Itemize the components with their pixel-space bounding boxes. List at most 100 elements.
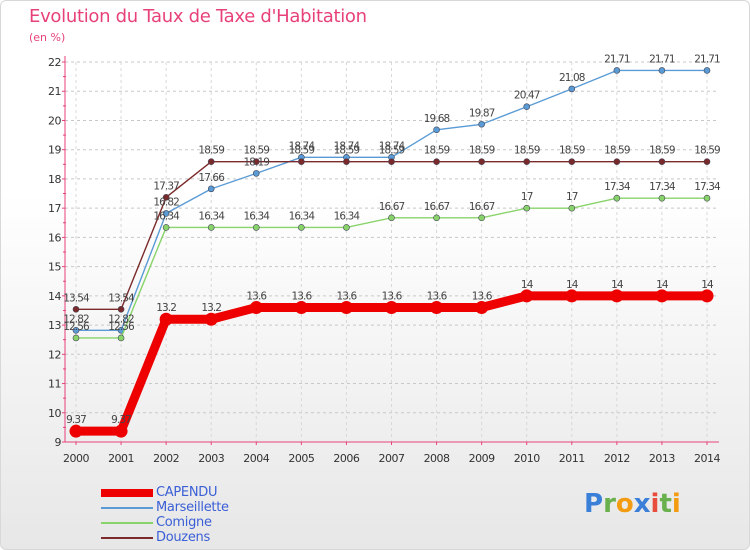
data-label-douzens: 18.59 bbox=[559, 145, 585, 157]
data-point-douzens bbox=[388, 158, 395, 165]
legend-swatch bbox=[101, 489, 153, 497]
data-point-marseillette bbox=[162, 210, 170, 217]
y-tick-label: 22 bbox=[48, 56, 61, 69]
data-point-comigne bbox=[207, 224, 215, 231]
data-point-douzens bbox=[343, 158, 350, 165]
data-label-douzens: 18.59 bbox=[334, 145, 360, 157]
data-label-capendu: 13.6 bbox=[472, 291, 493, 303]
data-label-douzens: 18.59 bbox=[604, 145, 630, 157]
data-label-capendu: 13.6 bbox=[382, 291, 403, 303]
data-point-marseillette bbox=[252, 170, 260, 177]
data-point-douzens bbox=[72, 305, 80, 313]
y-tick-label: 15 bbox=[48, 261, 61, 274]
data-point-comigne bbox=[523, 204, 531, 212]
data-label-douzens: 17.37 bbox=[153, 180, 179, 192]
data-label-douzens: 18.59 bbox=[514, 145, 540, 157]
data-label-marseillette: 18.74 bbox=[334, 140, 361, 152]
data-point-capendu bbox=[385, 301, 398, 315]
data-label-douzens: 18.59 bbox=[379, 145, 405, 157]
legend-swatch bbox=[101, 507, 153, 509]
data-point-comigne bbox=[117, 334, 125, 342]
legend-swatch bbox=[101, 537, 153, 539]
data-point-marseillette bbox=[523, 103, 531, 111]
legend-item-capendu: CAPENDU bbox=[101, 485, 301, 501]
x-tick-label: 2012 bbox=[604, 452, 630, 465]
data-label-douzens: 18.59 bbox=[694, 145, 720, 157]
y-tick-label: 16 bbox=[48, 231, 61, 244]
data-label-capendu: 13.2 bbox=[156, 302, 176, 314]
data-label-marseillette: 16.82 bbox=[153, 196, 179, 208]
y-tick-label: 20 bbox=[48, 114, 61, 127]
x-tick-label: 2008 bbox=[424, 452, 450, 465]
logo-letter: t bbox=[659, 489, 672, 519]
data-label-capendu: 13.6 bbox=[246, 291, 267, 303]
data-point-capendu bbox=[114, 424, 128, 438]
data-label-comigne: 16.67 bbox=[424, 201, 450, 213]
data-point-douzens bbox=[252, 158, 260, 165]
data-point-capendu bbox=[565, 289, 579, 303]
data-point-marseillette bbox=[72, 327, 80, 334]
data-label-marseillette: 17.66 bbox=[198, 172, 225, 184]
x-tick-label: 2004 bbox=[243, 452, 269, 465]
x-tick-label: 2005 bbox=[288, 452, 314, 465]
data-label-capendu: 9.37 bbox=[111, 414, 131, 426]
data-point-capendu bbox=[610, 289, 624, 303]
y-tick-label: 18 bbox=[48, 173, 61, 186]
data-label-comigne: 16.34 bbox=[244, 210, 271, 222]
data-label-marseillette: 20.47 bbox=[514, 90, 540, 102]
data-point-capendu bbox=[294, 301, 308, 315]
data-label-marseillette: 19.68 bbox=[424, 113, 450, 125]
data-label-capendu: 14 bbox=[566, 279, 579, 291]
y-tick-label: 9 bbox=[55, 436, 62, 449]
data-label-marseillette: 18.74 bbox=[289, 140, 316, 152]
data-point-marseillette bbox=[568, 85, 576, 93]
data-point-capendu bbox=[430, 301, 444, 315]
data-point-comigne bbox=[298, 224, 305, 231]
y-tick-label: 10 bbox=[48, 407, 61, 420]
data-label-capendu: 9.37 bbox=[66, 414, 86, 426]
data-point-marseillette bbox=[703, 67, 711, 74]
x-tick-label: 2000 bbox=[63, 452, 89, 465]
data-label-comigne: 12.56 bbox=[108, 321, 135, 333]
logo-letter: i bbox=[671, 489, 681, 519]
legend-label: Marseillette bbox=[156, 500, 229, 515]
data-label-comigne: 16.34 bbox=[198, 210, 225, 222]
x-tick-label: 2013 bbox=[649, 452, 675, 465]
data-label-marseillette: 12.82 bbox=[108, 313, 134, 325]
data-point-douzens bbox=[568, 158, 576, 165]
data-label-capendu: 14 bbox=[656, 279, 669, 291]
data-point-douzens bbox=[523, 158, 531, 165]
data-point-marseillette bbox=[613, 67, 621, 74]
data-point-comigne bbox=[388, 214, 395, 222]
x-tick-label: 2002 bbox=[153, 452, 179, 465]
logo-letter: r bbox=[603, 489, 616, 519]
data-label-comigne: 17 bbox=[521, 191, 533, 203]
logo-letter: o bbox=[615, 489, 634, 519]
legend-item-marseillette: Marseillette bbox=[101, 500, 301, 516]
data-point-marseillette bbox=[433, 126, 440, 134]
data-label-capendu: 13.6 bbox=[291, 291, 312, 303]
data-point-comigne bbox=[658, 194, 666, 202]
data-label-marseillette: 12.82 bbox=[63, 313, 89, 325]
data-label-marseillette: 21.71 bbox=[649, 53, 675, 65]
data-point-douzens bbox=[117, 305, 125, 313]
data-point-douzens bbox=[433, 158, 440, 165]
data-label-douzens: 18.59 bbox=[289, 145, 315, 157]
x-tick-label: 2014 bbox=[694, 452, 720, 465]
data-label-comigne: 16.34 bbox=[289, 210, 316, 222]
y-axis-unit-label: (en %) bbox=[29, 31, 66, 44]
data-point-douzens bbox=[298, 158, 305, 165]
logo-letter: P bbox=[584, 489, 604, 519]
data-label-marseillette: 19.87 bbox=[469, 107, 495, 119]
data-label-douzens: 13.54 bbox=[63, 292, 90, 304]
data-point-capendu bbox=[655, 289, 669, 303]
data-point-comigne bbox=[162, 224, 170, 231]
data-label-douzens: 18.59 bbox=[198, 145, 224, 157]
x-tick-label: 2009 bbox=[469, 452, 495, 465]
y-tick-label: 11 bbox=[48, 378, 61, 391]
x-tick-label: 2011 bbox=[559, 452, 585, 465]
x-tick-label: 2010 bbox=[514, 452, 540, 465]
chart-legend: CAPENDU Marseillette Comigne Douzens bbox=[101, 485, 301, 546]
y-tick-label: 21 bbox=[48, 85, 61, 98]
